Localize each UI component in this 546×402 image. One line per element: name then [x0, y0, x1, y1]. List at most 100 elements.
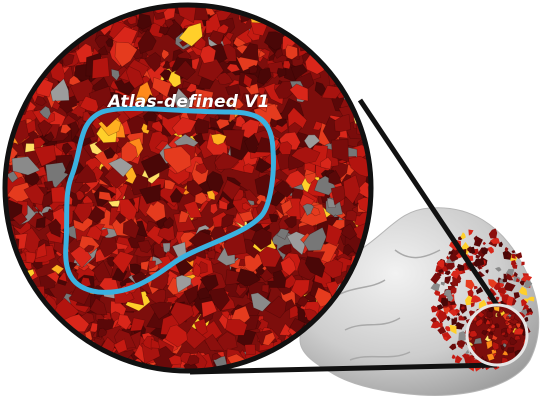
map-patch — [527, 296, 535, 302]
map-patch — [475, 254, 481, 259]
map-patch — [504, 247, 509, 253]
map-patch — [91, 56, 110, 79]
map-patch — [222, 179, 242, 201]
map-patch — [430, 272, 441, 285]
map-patch — [502, 342, 507, 349]
map-patch — [278, 141, 293, 155]
map-patch — [12, 14, 34, 33]
map-patch — [5, 342, 10, 357]
map-patch — [164, 179, 176, 191]
map-patch — [114, 41, 138, 68]
map-patch — [220, 310, 230, 320]
map-patch — [5, 53, 10, 65]
map-patch — [7, 72, 27, 92]
map-patch — [446, 255, 450, 260]
map-patch — [80, 353, 89, 362]
map-patch — [353, 57, 369, 74]
map-patch — [5, 65, 20, 81]
map-patch — [37, 49, 49, 65]
map-patch — [5, 366, 23, 371]
map-patch — [262, 5, 274, 11]
map-patch — [37, 367, 59, 371]
map-patch — [24, 370, 47, 371]
map-patch — [6, 182, 34, 204]
map-patch — [102, 147, 116, 160]
map-patch — [303, 171, 317, 185]
map-patch — [5, 94, 12, 113]
map-patch — [117, 367, 136, 371]
map-patch — [482, 241, 487, 246]
map-patch — [178, 22, 203, 47]
map-patch — [473, 337, 483, 345]
map-patch — [344, 5, 356, 16]
map-patch — [320, 156, 332, 170]
map-patch — [137, 239, 152, 254]
map-patch — [322, 28, 341, 50]
map-patch — [345, 0, 355, 4]
map-patch — [5, 70, 24, 84]
map-patch — [505, 315, 510, 320]
map-patch — [446, 293, 454, 302]
map-patch — [494, 323, 500, 329]
map-patch — [72, 5, 84, 12]
map-patch — [14, 374, 27, 388]
map-patch — [14, 22, 44, 47]
map-patch — [285, 349, 298, 358]
map-patch — [458, 315, 465, 321]
map-patch — [43, 131, 55, 143]
map-patch — [55, 326, 65, 336]
map-patch — [78, 182, 91, 193]
map-patch — [183, 284, 199, 306]
map-patch — [514, 252, 523, 259]
map-patch — [304, 5, 317, 17]
map-patch — [19, 48, 35, 62]
map-patch — [500, 331, 506, 337]
map-patch — [87, 5, 104, 7]
map-patch — [488, 228, 498, 239]
map-patch — [53, 363, 68, 371]
map-patch — [273, 372, 288, 384]
map-patch — [7, 67, 19, 79]
map-patch — [475, 286, 484, 295]
map-patch — [345, 210, 358, 222]
map-patch — [29, 308, 52, 328]
map-patch — [477, 265, 482, 270]
map-patch — [488, 279, 498, 289]
map-patch — [31, 48, 44, 61]
map-patch — [507, 323, 513, 330]
map-patch — [320, 259, 344, 279]
map-patch — [37, 119, 53, 138]
map-patch — [448, 308, 458, 317]
map-patch — [12, 292, 25, 303]
map-patch — [321, 39, 342, 61]
map-patch — [39, 363, 54, 371]
map-patch — [20, 295, 33, 309]
map-patch — [513, 271, 518, 277]
map-patch — [513, 292, 520, 300]
map-patch — [55, 334, 74, 354]
map-patch — [469, 330, 478, 338]
map-patch — [290, 279, 310, 298]
map-patch — [5, 351, 19, 371]
map-patch — [236, 268, 261, 287]
map-patch — [434, 290, 441, 296]
map-patch — [374, 84, 383, 93]
map-patch — [186, 354, 200, 366]
map-patch — [372, 2, 385, 14]
map-patch — [27, 32, 49, 47]
map-patch — [304, 373, 316, 384]
map-patch — [17, 335, 36, 357]
map-patch — [11, 5, 23, 15]
map-patch — [347, 26, 360, 35]
map-patch — [168, 354, 182, 366]
map-patch — [524, 317, 529, 322]
map-patch — [357, 5, 371, 12]
map-patch — [524, 279, 533, 289]
map-patch — [27, 326, 35, 338]
map-patch — [89, 297, 108, 316]
map-patch — [344, 5, 361, 20]
map-patch — [256, 67, 272, 85]
map-patch — [5, 294, 12, 312]
map-patch — [163, 146, 192, 174]
map-patch — [44, 5, 68, 22]
